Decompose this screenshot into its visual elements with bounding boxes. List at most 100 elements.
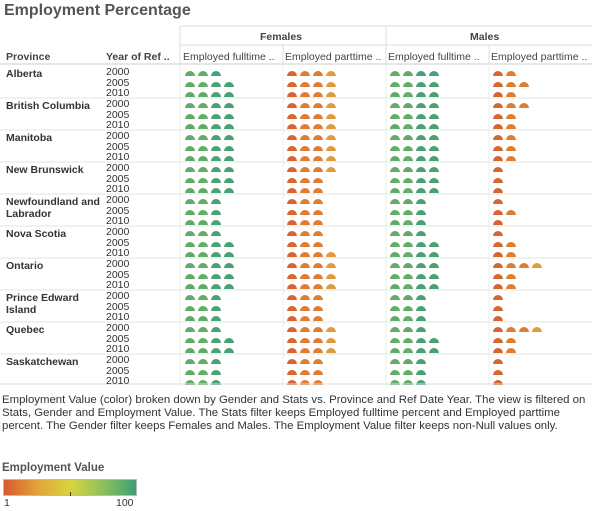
employment-mark[interactable] <box>429 135 439 140</box>
employment-mark[interactable] <box>287 252 297 257</box>
employment-mark[interactable] <box>224 188 234 193</box>
employment-mark[interactable] <box>185 338 195 343</box>
employment-mark[interactable] <box>493 135 503 140</box>
employment-mark[interactable] <box>493 338 503 343</box>
employment-mark[interactable] <box>403 284 413 289</box>
employment-mark[interactable] <box>313 348 323 353</box>
employment-mark[interactable] <box>390 114 400 119</box>
employment-mark[interactable] <box>300 135 310 140</box>
employment-mark[interactable] <box>185 359 195 364</box>
employment-mark[interactable] <box>185 124 195 129</box>
employment-mark[interactable] <box>390 82 400 87</box>
employment-mark[interactable] <box>313 135 323 140</box>
employment-mark[interactable] <box>493 114 503 119</box>
employment-mark[interactable] <box>211 156 221 161</box>
employment-mark[interactable] <box>390 274 400 279</box>
employment-mark[interactable] <box>416 359 426 364</box>
employment-mark[interactable] <box>300 199 310 204</box>
employment-mark[interactable] <box>493 370 503 375</box>
employment-mark[interactable] <box>287 188 297 193</box>
employment-mark[interactable] <box>493 92 503 97</box>
employment-mark[interactable] <box>326 167 336 172</box>
employment-mark[interactable] <box>211 135 221 140</box>
employment-mark[interactable] <box>429 167 439 172</box>
employment-mark[interactable] <box>313 359 323 364</box>
employment-mark[interactable] <box>403 359 413 364</box>
employment-mark[interactable] <box>493 295 503 300</box>
employment-mark[interactable] <box>416 135 426 140</box>
employment-mark[interactable] <box>198 338 208 343</box>
employment-mark[interactable] <box>390 178 400 183</box>
employment-mark[interactable] <box>185 284 195 289</box>
employment-mark[interactable] <box>390 306 400 311</box>
employment-mark[interactable] <box>390 146 400 151</box>
employment-mark[interactable] <box>185 295 195 300</box>
employment-mark[interactable] <box>429 284 439 289</box>
employment-mark[interactable] <box>403 231 413 236</box>
employment-mark[interactable] <box>287 156 297 161</box>
employment-mark[interactable] <box>185 146 195 151</box>
employment-mark[interactable] <box>211 71 221 76</box>
employment-mark[interactable] <box>506 146 516 151</box>
employment-mark[interactable] <box>403 295 413 300</box>
employment-mark[interactable] <box>416 370 426 375</box>
employment-mark[interactable] <box>506 124 516 129</box>
employment-mark[interactable] <box>326 135 336 140</box>
employment-mark[interactable] <box>326 274 336 279</box>
employment-mark[interactable] <box>211 167 221 172</box>
employment-mark[interactable] <box>198 114 208 119</box>
employment-mark[interactable] <box>287 103 297 108</box>
employment-mark[interactable] <box>224 103 234 108</box>
employment-mark[interactable] <box>313 316 323 321</box>
employment-mark[interactable] <box>300 338 310 343</box>
employment-mark[interactable] <box>198 359 208 364</box>
employment-mark[interactable] <box>300 348 310 353</box>
employment-mark[interactable] <box>403 156 413 161</box>
employment-mark[interactable] <box>390 124 400 129</box>
employment-mark[interactable] <box>313 210 323 215</box>
employment-mark[interactable] <box>224 242 234 247</box>
employment-mark[interactable] <box>300 167 310 172</box>
employment-mark[interactable] <box>198 370 208 375</box>
employment-mark[interactable] <box>198 295 208 300</box>
employment-mark[interactable] <box>390 263 400 268</box>
employment-mark[interactable] <box>211 178 221 183</box>
employment-mark[interactable] <box>390 359 400 364</box>
employment-mark[interactable] <box>287 220 297 225</box>
stat-header-females-parttime[interactable]: Employed parttime .. <box>285 51 382 63</box>
employment-mark[interactable] <box>429 178 439 183</box>
employment-mark[interactable] <box>211 263 221 268</box>
employment-mark[interactable] <box>185 188 195 193</box>
employment-mark[interactable] <box>300 295 310 300</box>
employment-mark[interactable] <box>416 92 426 97</box>
employment-mark[interactable] <box>198 306 208 311</box>
employment-mark[interactable] <box>429 82 439 87</box>
employment-mark[interactable] <box>493 199 503 204</box>
employment-mark[interactable] <box>224 252 234 257</box>
employment-mark[interactable] <box>390 92 400 97</box>
employment-mark[interactable] <box>198 188 208 193</box>
employment-mark[interactable] <box>519 103 529 108</box>
employment-mark[interactable] <box>429 348 439 353</box>
employment-mark[interactable] <box>429 103 439 108</box>
employment-mark[interactable] <box>416 252 426 257</box>
employment-mark[interactable] <box>287 359 297 364</box>
employment-mark[interactable] <box>287 178 297 183</box>
employment-mark[interactable] <box>198 71 208 76</box>
employment-mark[interactable] <box>287 71 297 76</box>
employment-mark[interactable] <box>185 306 195 311</box>
employment-mark[interactable] <box>403 370 413 375</box>
employment-mark[interactable] <box>416 284 426 289</box>
employment-mark[interactable] <box>506 135 516 140</box>
employment-mark[interactable] <box>185 348 195 353</box>
employment-mark[interactable] <box>403 220 413 225</box>
employment-mark[interactable] <box>185 274 195 279</box>
employment-mark[interactable] <box>403 306 413 311</box>
employment-mark[interactable] <box>493 124 503 129</box>
employment-mark[interactable] <box>390 295 400 300</box>
employment-mark[interactable] <box>185 263 195 268</box>
employment-mark[interactable] <box>198 274 208 279</box>
employment-mark[interactable] <box>506 327 516 332</box>
employment-mark[interactable] <box>287 316 297 321</box>
employment-mark[interactable] <box>416 71 426 76</box>
